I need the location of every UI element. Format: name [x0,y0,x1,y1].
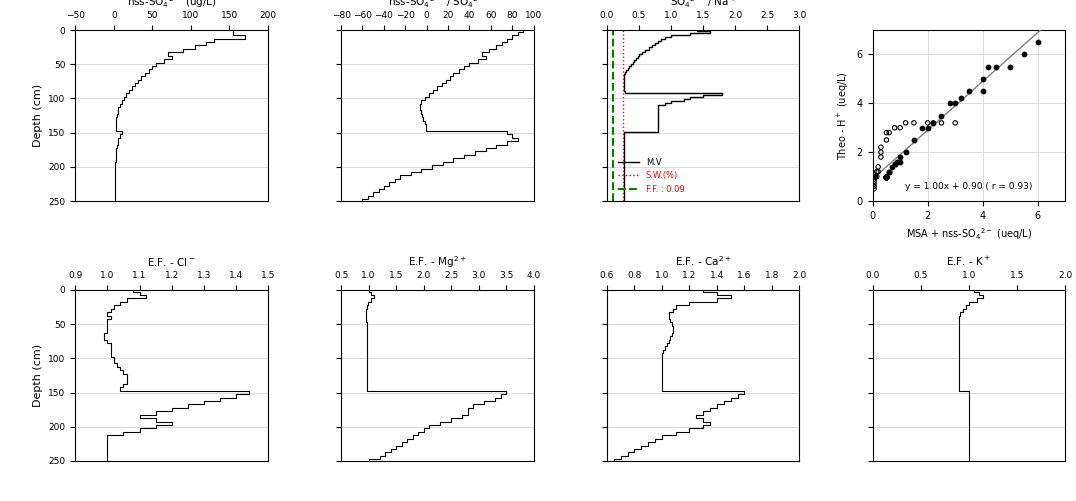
Point [869,163,887,171]
Point [867,173,884,181]
Point [919,119,936,127]
Point [865,182,882,190]
X-axis label: nss-SO$_4$$^{2-}$ (ug/L): nss-SO$_4$$^{2-}$ (ug/L) [127,0,216,10]
Point [933,119,950,127]
Point [886,160,903,168]
Y-axis label: Theo - H$^+$ (ueq/L): Theo - H$^+$ (ueq/L) [836,71,851,160]
Point [905,119,922,127]
Point [947,99,964,107]
Point [878,173,895,181]
Legend: M.V, S.W.(%), F.F. : 0.09: M.V, S.W.(%), F.F. : 0.09 [614,155,688,197]
Point [892,153,909,161]
X-axis label: nss-SO$_4$$^{2-}$ / SO$_4$$^{2-}$: nss-SO$_4$$^{2-}$ / SO$_4$$^{2-}$ [388,0,486,10]
Point [880,168,897,176]
Point [880,168,897,176]
X-axis label: E.F. - Mg$^{2+}$: E.F. - Mg$^{2+}$ [408,254,467,270]
Point [914,124,931,132]
Point [878,173,895,181]
Point [865,177,882,185]
Point [878,173,895,181]
X-axis label: E.F. - K$^+$: E.F. - K$^+$ [947,255,991,268]
Point [878,173,895,181]
Point [1029,38,1046,46]
Point [873,143,890,151]
Point [868,173,886,181]
Point [867,173,884,181]
Point [880,129,897,137]
Point [933,112,950,120]
Point [869,168,887,176]
Point [905,136,922,144]
Point [868,168,886,176]
Point [878,129,895,137]
Point [865,185,882,193]
Point [961,87,978,95]
X-axis label: SO$_4$$^{2-}$ / Na$^+$: SO$_4$$^{2-}$ / Na$^+$ [669,0,737,10]
Point [952,95,969,103]
Point [878,173,895,181]
Point [878,173,895,181]
Point [886,160,903,168]
Point [974,87,991,95]
X-axis label: MSA + nss-SO$_4$$^{2-}$ (ueq/L): MSA + nss-SO$_4$$^{2-}$ (ueq/L) [906,226,1032,242]
Point [892,158,909,166]
X-axis label: E.F. - Cl$^-$: E.F. - Cl$^-$ [147,256,196,268]
X-axis label: E.F. - Ca$^{2+}$: E.F. - Ca$^{2+}$ [675,254,732,268]
Point [1016,51,1033,59]
Point [883,163,901,171]
Point [974,75,991,83]
Point [867,173,884,181]
Point [988,63,1005,71]
Point [919,124,936,132]
Point [878,136,895,144]
Text: y = 1.00x + 0.90 ( r = 0.93): y = 1.00x + 0.90 ( r = 0.93) [905,182,1033,191]
Point [873,148,890,156]
Point [897,119,915,127]
Point [979,63,996,71]
Point [947,119,964,127]
Point [924,119,942,127]
Point [878,173,895,181]
Point [867,173,884,181]
Point [942,99,959,107]
Point [1002,63,1019,71]
Point [889,158,906,166]
Y-axis label: Depth (cm): Depth (cm) [32,344,43,407]
Point [865,175,882,183]
Point [865,173,882,181]
Point [865,173,882,181]
Point [873,153,890,161]
Point [865,180,882,188]
Point [878,173,895,181]
Point [865,173,882,181]
Point [897,148,915,156]
Point [892,124,909,132]
Point [924,119,942,127]
Point [865,173,882,181]
Y-axis label: Depth (cm): Depth (cm) [32,84,43,147]
Point [886,124,903,132]
